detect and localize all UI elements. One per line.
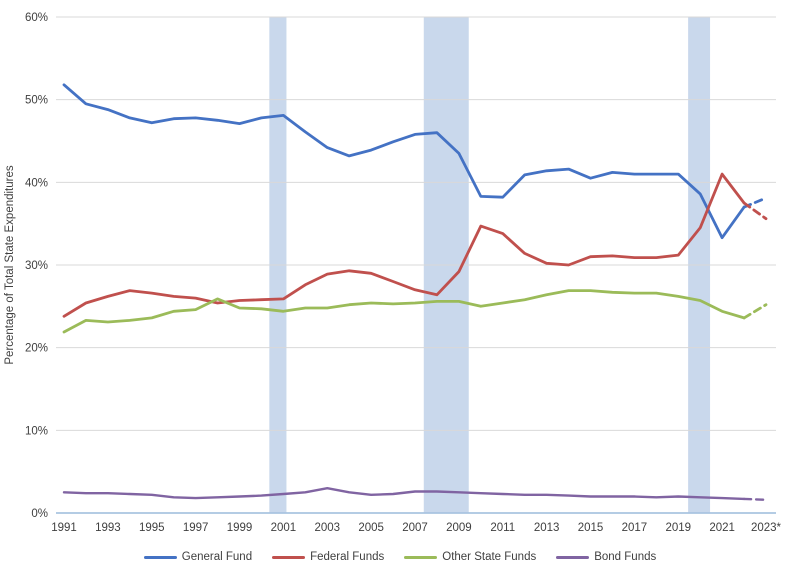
legend-item-other-state-funds: Other State Funds [404,549,536,565]
series-line-federal-funds [62,172,746,318]
y-tick-label: 30% [25,260,48,272]
legend-label: Bond Funds [594,551,657,563]
y-tick-label: 10% [25,425,48,437]
y-tick-label: 60% [25,12,48,24]
x-tick-label: 1995 [139,522,165,534]
y-tick-label: 20% [25,343,48,355]
chart-plot-area: 0% 10% 20% 30% 40% 50% 60% 1991 1993 1995 1997 1999… [4,12,782,534]
series-dashed-projection-bond-funds [742,497,768,501]
x-tick-label: 2001 [271,522,297,534]
series-line-general-fund [62,83,746,240]
x-tick-label: 1999 [227,522,253,534]
x-tick-label: 2009 [446,522,472,534]
x-tick-label: 2017 [622,522,648,534]
legend-line-swatch [143,555,177,559]
legend-line-swatch [272,555,306,559]
series-dashed-projection-federal-funds [742,201,768,221]
x-tick-label: 2019 [665,522,691,534]
legend-line-swatch [404,555,438,559]
chart-legend: General Fund Federal Funds Other State Fun… [0,549,800,565]
legend-label: General Fund [181,551,253,563]
series-dashed-projection-other-state-funds [742,303,768,320]
series-line-other-state-funds [62,289,746,334]
series-line-bond-funds [62,487,746,501]
legend-item-general-fund: General Fund [143,549,253,565]
x-tick-label: 2003 [314,522,340,534]
x-tick-label: 2023* [751,522,782,534]
legend-item-bond-funds: Bond Funds [556,549,656,565]
legend-item-federal-funds: Federal Funds [272,549,384,565]
x-tick-label: 2011 [490,522,515,534]
legend-line-swatch [556,555,590,559]
x-tick-label: 2005 [358,522,384,534]
legend-label: Other State Funds [442,551,537,563]
y-tick-label: 40% [25,177,48,189]
y-tick-label: 0% [31,508,48,520]
x-tick-label: 2007 [402,522,428,534]
x-tick-label: 1993 [95,522,121,534]
y-axis-title: Percentage of Total State Expenditures [4,165,16,365]
x-tick-label: 2015 [578,522,604,534]
x-tick-label: 2021 [709,522,735,534]
x-tick-label: 1997 [183,522,209,534]
x-tick-label: 1991 [51,522,77,534]
x-tick-label: 2013 [534,522,560,534]
y-tick-label: 50% [25,95,48,107]
legend-label: Federal Funds [310,551,385,563]
